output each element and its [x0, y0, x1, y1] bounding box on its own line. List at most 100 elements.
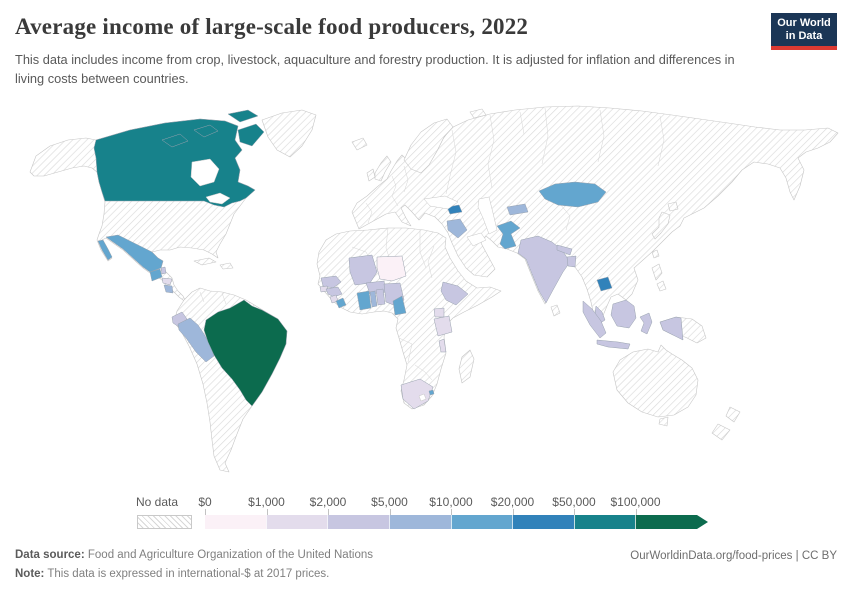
- country-brazil[interactable]: [203, 299, 288, 407]
- legend-tick-label-1: $1,000: [248, 495, 285, 509]
- landmass-taiwan: [651, 249, 660, 259]
- legend-segment-7[interactable]: [635, 515, 697, 529]
- country-canada-arctic-2[interactable]: [193, 124, 219, 138]
- country-indonesia-sumatra[interactable]: [582, 300, 607, 339]
- footer: Data source: Food and Agriculture Organi…: [15, 546, 837, 584]
- owid-logo[interactable]: Our World in Data: [771, 13, 837, 50]
- legend-tick-1: [266, 509, 268, 515]
- legend-tick-label-0: $0: [198, 495, 212, 509]
- legend-segment-1[interactable]: [265, 515, 328, 529]
- sea-caspian: [477, 196, 498, 235]
- country-belize[interactable]: [160, 266, 167, 275]
- country-benin[interactable]: [375, 288, 386, 306]
- country-canada[interactable]: [93, 118, 256, 208]
- legend-segment-3[interactable]: [388, 515, 451, 529]
- legend-tick-label-3: $5,000: [371, 495, 408, 509]
- country-tanzania[interactable]: [433, 315, 453, 337]
- landmass-eurasia: [351, 105, 839, 326]
- country-indonesia-papua[interactable]: [659, 316, 684, 341]
- legend-tick-5: [512, 509, 514, 515]
- owid-logo-line1: Our World: [777, 16, 831, 29]
- legend-segment-6[interactable]: [573, 515, 636, 529]
- country-canada-arctic-4[interactable]: [237, 123, 265, 147]
- legend-tick-6: [574, 509, 575, 515]
- landmass-new-zealand: [711, 406, 741, 441]
- landmass-japan: [651, 201, 679, 240]
- footer-license: CC BY: [801, 550, 837, 562]
- country-peru[interactable]: [177, 317, 215, 363]
- country-indonesia-java[interactable]: [596, 339, 631, 350]
- landmass-cuba: [193, 257, 217, 266]
- legend-segment-2[interactable]: [327, 515, 389, 529]
- footer-source-label: Data source:: [15, 549, 85, 561]
- country-ethiopia[interactable]: [440, 281, 469, 306]
- world-map: [0, 98, 850, 498]
- footer-note-line: Note: This data is expressed in internat…: [15, 565, 837, 584]
- country-india[interactable]: [517, 235, 571, 304]
- country-guinea[interactable]: [325, 286, 343, 298]
- country-uganda[interactable]: [433, 307, 445, 318]
- footer-attribution: OurWorldinData.org/food-prices | CC BY: [630, 547, 837, 566]
- country-liberia[interactable]: [335, 297, 347, 309]
- country-eswatini[interactable]: [428, 389, 435, 396]
- country-canada-arctic-1[interactable]: [161, 133, 189, 148]
- country-mexico-baja[interactable]: [97, 239, 113, 261]
- country-niger[interactable]: [376, 255, 407, 282]
- footer-source-text: Food and Agriculture Organization of the…: [87, 549, 373, 561]
- landmass-scandinavia: [403, 118, 454, 174]
- landmass-svalbard: [469, 108, 487, 119]
- sea-black-sea: [423, 195, 459, 210]
- footer-link[interactable]: OurWorldinData.org/food-prices: [630, 550, 793, 562]
- owid-logo-line2: in Data: [785, 29, 823, 42]
- legend-no-data-label: No data: [136, 495, 179, 509]
- chart-subtitle: This data includes income from crop, liv…: [15, 52, 735, 87]
- legend-tick-label-5: $20,000: [490, 495, 535, 509]
- country-iraq[interactable]: [446, 218, 468, 239]
- country-malawi[interactable]: [438, 338, 447, 353]
- legend-segment-5[interactable]: [512, 515, 574, 529]
- legend-no-data-swatch[interactable]: [137, 515, 192, 529]
- country-nepal[interactable]: [556, 244, 573, 256]
- legend-tick-label-6: $50,000: [552, 495, 596, 509]
- lake-hudson-bay: [190, 158, 220, 187]
- country-kyrgyzstan[interactable]: [506, 203, 529, 216]
- country-bangladesh[interactable]: [566, 255, 577, 268]
- country-cameroon[interactable]: [392, 295, 407, 316]
- legend-segment-4[interactable]: [450, 515, 513, 529]
- landmass-uk: [374, 155, 392, 182]
- legend-arrow: [697, 515, 708, 529]
- country-canada-arctic-3[interactable]: [227, 109, 259, 123]
- legend-tick-7: [635, 509, 637, 515]
- country-ghana[interactable]: [356, 290, 372, 311]
- country-mongolia[interactable]: [538, 181, 607, 208]
- footer-note-text: This data is expressed in international-…: [47, 567, 330, 580]
- country-indonesia-borneo[interactable]: [610, 299, 637, 329]
- country-mexico[interactable]: [105, 234, 164, 273]
- legend-tick-4: [451, 509, 452, 515]
- legend-segment-0[interactable]: [205, 515, 266, 529]
- country-cambodia[interactable]: [596, 276, 613, 292]
- legend-tick-2: [328, 509, 329, 515]
- country-pakistan[interactable]: [496, 220, 521, 250]
- footer-note-label: Note:: [15, 567, 45, 580]
- landmass-hispaniola: [219, 262, 234, 270]
- landmass-philippines: [651, 263, 667, 292]
- country-senegal[interactable]: [320, 275, 342, 289]
- country-honduras[interactable]: [161, 277, 173, 286]
- country-indonesia-sulawesi[interactable]: [639, 312, 653, 335]
- footer-separator: |: [795, 550, 799, 562]
- country-togo[interactable]: [369, 290, 378, 308]
- country-lesotho: [418, 393, 427, 402]
- choropleth-svg: [29, 105, 839, 473]
- country-nicaragua[interactable]: [163, 284, 174, 294]
- lake-great-lakes: [205, 192, 231, 205]
- legend-tick-0: [205, 509, 206, 515]
- landmass-greenland: [261, 109, 317, 158]
- landmass-madagascar: [458, 349, 475, 384]
- landmass-australia: [612, 344, 699, 418]
- landmass-tasmania: [658, 416, 669, 427]
- country-guatemala[interactable]: [149, 268, 163, 282]
- country-south-africa[interactable]: [400, 378, 434, 410]
- legend-color-bar: [205, 515, 697, 529]
